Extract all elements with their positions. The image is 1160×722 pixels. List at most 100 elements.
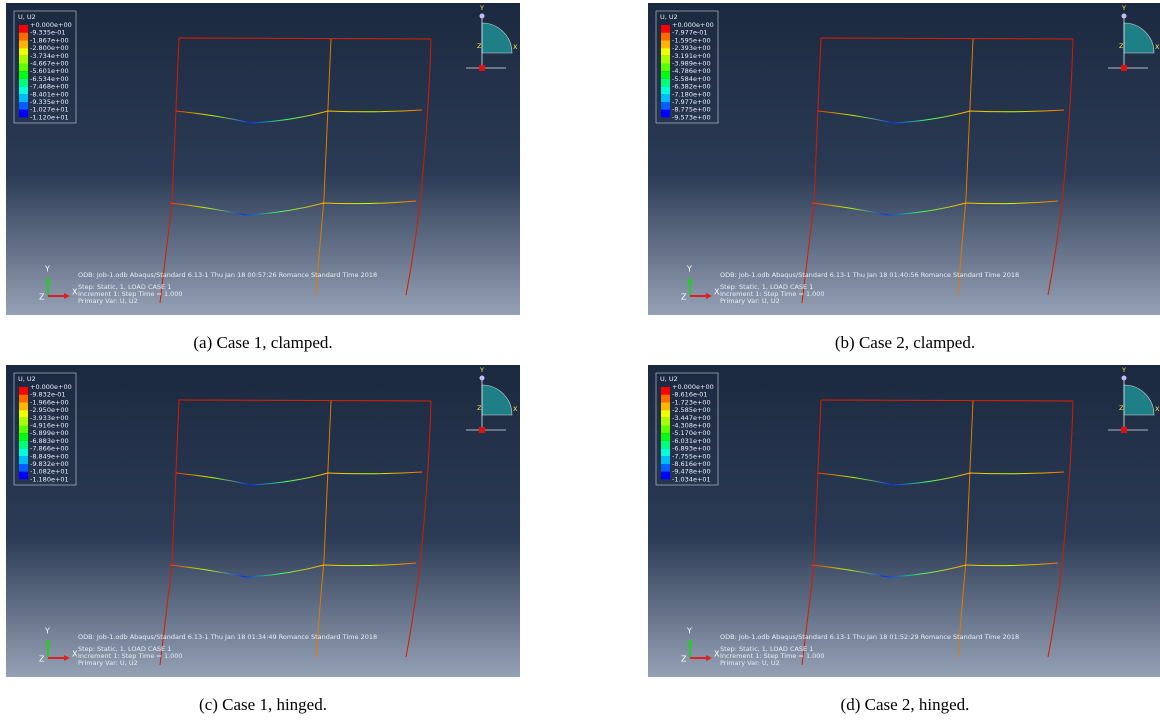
view-origin [1121, 427, 1127, 433]
caption: (b) Case 2, clamped. [648, 333, 1160, 353]
view-x-label: X [513, 405, 518, 413]
triad-z-label: Z [39, 293, 45, 302]
legend-swatch [661, 395, 670, 403]
caption: (a) Case 1, clamped. [6, 333, 520, 353]
viewport: U, U2+0.000e+00-8.616e-01-1.723e+00-2.58… [648, 365, 1160, 677]
legend-swatch [19, 402, 28, 410]
legend-swatch [19, 456, 28, 464]
legend-swatch [661, 402, 670, 410]
background [6, 365, 520, 677]
triad-z-label: Z [681, 293, 687, 302]
legend-swatch [661, 410, 670, 418]
legend-swatch [19, 56, 28, 64]
legend-value: -1.034e+01 [672, 475, 711, 483]
viewport-screenshot: U, U2+0.000e+00-8.616e-01-1.723e+00-2.58… [648, 365, 1160, 677]
legend-value: -1.180e+01 [30, 475, 69, 483]
view-y-label: Y [1121, 4, 1126, 12]
primary-var: Primary Var: U, U2 [78, 297, 138, 305]
legend-swatch [661, 71, 670, 79]
legend-swatch [661, 449, 670, 457]
view-origin [479, 427, 485, 433]
legend-swatch [661, 472, 670, 480]
odb-line: ODB: Job-1.odb Abaqus/Standard 6.13-1 Th… [78, 271, 377, 279]
legend-swatch [661, 110, 670, 118]
legend-title: U, U2 [660, 13, 678, 21]
legend-swatch [19, 418, 28, 426]
legend-swatch [19, 33, 28, 41]
caption: (d) Case 2, hinged. [648, 695, 1160, 715]
background [648, 365, 1160, 677]
legend-title: U, U2 [18, 375, 36, 383]
legend-swatch [19, 71, 28, 79]
viewport: U, U2+0.000e+00-9.832e-01-1.966e+00-2.95… [6, 365, 520, 677]
legend-swatch [661, 94, 670, 102]
view-origin [479, 65, 485, 71]
legend-swatch [19, 464, 28, 472]
triad-y-label: Y [686, 627, 692, 636]
legend-swatch [19, 395, 28, 403]
legend-swatch [661, 441, 670, 449]
odb-line: ODB: Job-1.odb Abaqus/Standard 6.13-1 Th… [78, 633, 377, 641]
legend-swatch [19, 94, 28, 102]
legend-swatch [19, 40, 28, 48]
legend-swatch [661, 418, 670, 426]
legend-swatch [661, 48, 670, 56]
legend-swatch [19, 87, 28, 95]
triad-y-label: Y [44, 265, 50, 274]
legend-swatch [661, 33, 670, 41]
primary-var: Primary Var: U, U2 [720, 659, 780, 667]
viewport: U, U2+0.000e+00-7.977e-01-1.595e+00-2.39… [648, 3, 1160, 315]
legend-value: -1.120e+01 [30, 113, 69, 121]
legend-swatch [19, 387, 28, 395]
view-dot [480, 14, 485, 19]
legend-swatch [661, 56, 670, 64]
legend-swatch [661, 456, 670, 464]
view-z-label: Z [477, 404, 482, 412]
primary-var: Primary Var: U, U2 [78, 659, 138, 667]
legend-swatch [661, 387, 670, 395]
legend-swatch [661, 25, 670, 33]
legend-swatch [19, 25, 28, 33]
triad-y-label: Y [686, 265, 692, 274]
legend-swatch [661, 426, 670, 434]
legend-swatch [661, 464, 670, 472]
background [6, 3, 520, 315]
legend-swatch [661, 433, 670, 441]
odb-line: ODB: Job-1.odb Abaqus/Standard 6.13-1 Th… [720, 633, 1019, 641]
view-z-label: Z [1119, 404, 1124, 412]
view-origin [1121, 65, 1127, 71]
legend-swatch [19, 110, 28, 118]
triad-z-label: Z [681, 655, 687, 664]
view-dot [480, 376, 485, 381]
legend-swatch [19, 410, 28, 418]
triad-y-label: Y [44, 627, 50, 636]
view-y-label: Y [1121, 366, 1126, 374]
view-x-label: X [1155, 43, 1160, 51]
legend-swatch [661, 87, 670, 95]
view-dot [1122, 14, 1127, 19]
legend-swatch [19, 64, 28, 72]
legend-swatch [19, 79, 28, 87]
view-z-label: Z [477, 42, 482, 50]
legend-swatch [19, 48, 28, 56]
legend-swatch [661, 64, 670, 72]
view-x-label: X [1155, 405, 1160, 413]
legend-swatch [19, 102, 28, 110]
legend-swatch [661, 79, 670, 87]
viewport: U, U2+0.000e+00-9.335e-01-1.867e+00-2.80… [6, 3, 520, 315]
legend-swatch [661, 40, 670, 48]
legend-swatch [19, 449, 28, 457]
odb-line: ODB: Job-1.odb Abaqus/Standard 6.13-1 Th… [720, 271, 1019, 279]
legend-value: -9.573e+00 [672, 113, 711, 121]
legend-swatch [19, 472, 28, 480]
legend-title: U, U2 [660, 375, 678, 383]
view-z-label: Z [1119, 42, 1124, 50]
legend-swatch [661, 102, 670, 110]
primary-var: Primary Var: U, U2 [720, 297, 780, 305]
viewport-screenshot: U, U2+0.000e+00-9.335e-01-1.867e+00-2.80… [6, 3, 520, 315]
view-dot [1122, 376, 1127, 381]
viewport-screenshot: U, U2+0.000e+00-9.832e-01-1.966e+00-2.95… [6, 365, 520, 677]
legend-swatch [19, 433, 28, 441]
caption: (c) Case 1, hinged. [6, 695, 520, 715]
triad-z-label: Z [39, 655, 45, 664]
